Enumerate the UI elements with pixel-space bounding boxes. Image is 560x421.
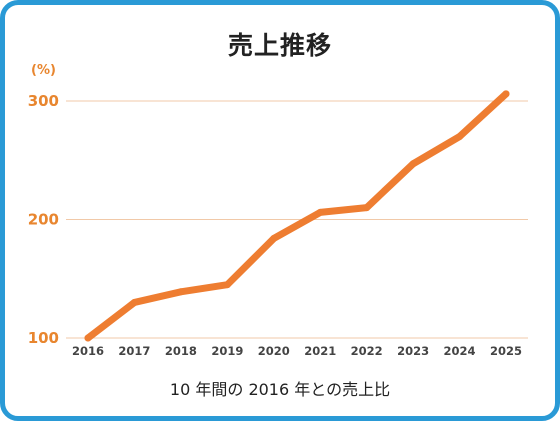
y-tick-label: 100 (28, 329, 59, 347)
chart-title: 売上推移 (227, 31, 332, 60)
x-tick-label: 2019 (211, 344, 243, 358)
x-tick-label: 2025 (490, 344, 522, 358)
data-point (316, 208, 324, 216)
x-axis-ticks: 2016 2017 2018 2019 2020 2021 2022 2023 2024 2025 (72, 344, 522, 358)
x-tick-label: 2021 (304, 344, 336, 358)
data-point (84, 334, 92, 342)
x-tick-label: 2024 (444, 344, 476, 358)
x-tick-label: 2023 (397, 344, 429, 358)
x-tick-label: 2020 (258, 344, 290, 358)
x-tick-label: 2022 (351, 344, 383, 358)
data-point (270, 234, 278, 242)
gridlines (66, 100, 528, 339)
y-axis-unit: (%) (31, 63, 56, 78)
data-point (409, 160, 417, 168)
chart-caption: 10 年間の 2016 年との売上比 (169, 380, 391, 399)
series-line-0 (84, 90, 510, 342)
data-point (363, 204, 371, 212)
data-point (177, 288, 185, 296)
x-tick-label: 2017 (118, 344, 150, 358)
data-point (456, 133, 464, 141)
x-tick-label: 2018 (165, 344, 197, 358)
y-tick-label: 200 (28, 211, 59, 229)
y-axis-ticks: 100 200 300 (28, 92, 59, 347)
data-point (502, 90, 510, 98)
x-tick-label: 2016 (72, 344, 104, 358)
series-line (84, 90, 510, 342)
data-point (223, 281, 231, 289)
data-point (130, 298, 138, 306)
y-tick-label: 300 (28, 92, 59, 110)
